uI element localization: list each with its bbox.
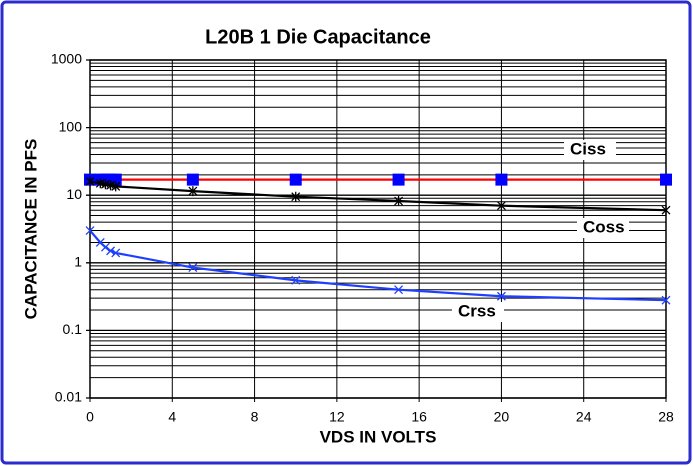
y-tick-label: 100 [59, 118, 83, 134]
marker [495, 173, 508, 186]
marker [660, 173, 672, 186]
marker [289, 173, 302, 186]
marker [661, 205, 671, 216]
y-tick-label: 10 [66, 186, 82, 202]
marker [496, 291, 506, 301]
marker [106, 246, 116, 256]
marker [392, 173, 405, 186]
marker [291, 191, 301, 202]
x-tick-label: 0 [86, 409, 94, 425]
marker [394, 196, 404, 207]
x-tick-label: 20 [494, 409, 510, 425]
y-axis-label: CAPACITANCE IN PFS [21, 139, 40, 320]
marker [661, 295, 671, 305]
chart-title: L20B 1 Die Capacitance [205, 26, 431, 48]
marker [111, 181, 121, 192]
x-tick-label: 16 [411, 409, 427, 425]
y-tick-label: 1 [74, 254, 82, 270]
marker [188, 263, 198, 273]
marker [496, 200, 506, 211]
x-tick-label: 4 [168, 409, 176, 425]
marker [186, 173, 199, 186]
marker [188, 186, 198, 197]
y-tick-label: 0.01 [55, 389, 82, 405]
series-label: Ciss [570, 139, 606, 158]
x-axis-label: VDS IN VOLTS [320, 427, 437, 446]
marker [291, 275, 301, 285]
x-tick-label: 28 [658, 409, 674, 425]
marker [100, 242, 110, 252]
y-tick-label: 1000 [51, 51, 82, 67]
series-label-bg [577, 218, 629, 238]
series-label: Crss [458, 301, 496, 320]
series-label-bg [452, 302, 504, 322]
marker [85, 226, 95, 236]
x-tick-label: 8 [251, 409, 259, 425]
x-tick-label: 24 [576, 409, 592, 425]
marker [394, 285, 404, 295]
x-tick-label: 12 [329, 409, 345, 425]
plot-area [89, 59, 667, 399]
series-label: Coss [583, 217, 625, 236]
y-tick-label: 0.1 [63, 321, 83, 337]
series-line [89, 180, 667, 212]
marker [111, 248, 121, 258]
marker [85, 176, 95, 187]
series-label-bg [564, 140, 616, 160]
